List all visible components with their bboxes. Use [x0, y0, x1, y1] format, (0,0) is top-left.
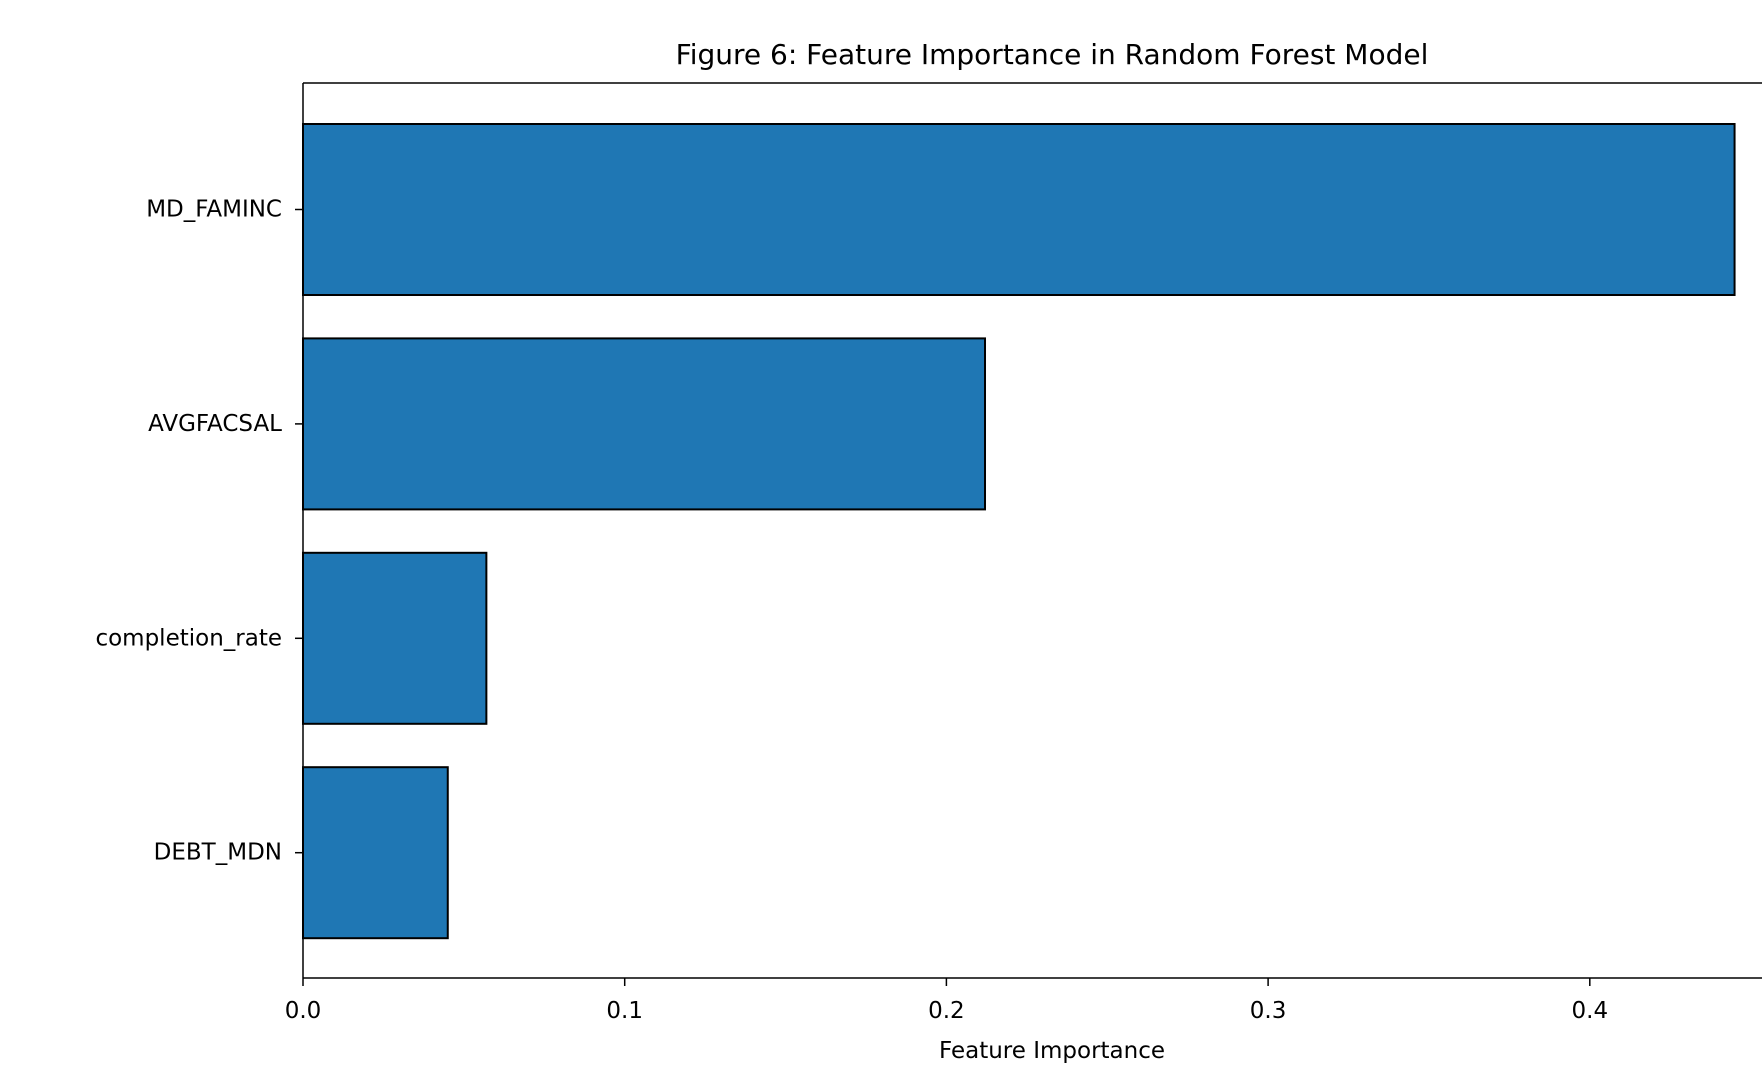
y-tick-label: DEBT_MDN — [154, 840, 282, 866]
x-tick-label: 0.2 — [928, 998, 965, 1024]
x-tick-label: 0.3 — [1250, 998, 1287, 1024]
bars-layer — [302, 123, 1736, 940]
axes-layer — [302, 82, 1762, 979]
ticks-layer: MD_FAMINC AVGFACSAL completion_rate DEBT_MD… — [95, 197, 1608, 1025]
bar-md-faminc — [302, 123, 1736, 296]
x-tick-label: 0.1 — [606, 998, 643, 1024]
y-tick-label: AVGFACSAL — [148, 411, 282, 437]
y-tick-label: completion_rate — [95, 625, 282, 651]
x-tick-label: 0.0 — [285, 998, 322, 1024]
x-axis-label: Feature Importance — [939, 1038, 1165, 1064]
chart-title: Figure 6: Feature Importance in Random F… — [676, 38, 1429, 71]
x-tick-label: 0.4 — [1572, 998, 1609, 1024]
bar-completion-rate — [302, 551, 488, 725]
bar-avgfacsal — [302, 337, 987, 511]
y-tick-label: MD_FAMINC — [146, 197, 282, 223]
bar-debt-mdn — [302, 766, 449, 940]
